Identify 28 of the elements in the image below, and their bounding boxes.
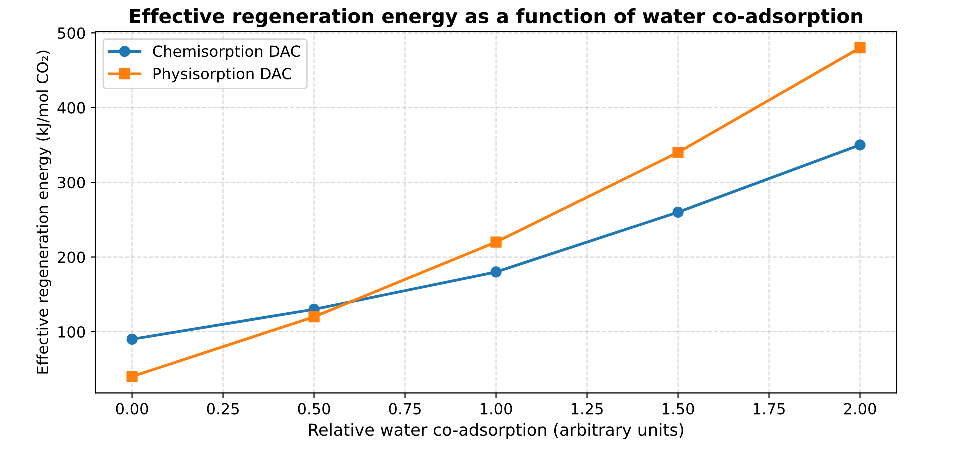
point — [854, 140, 866, 151]
point — [126, 334, 138, 346]
y-axis-title: Effective regeneration energy (kJ/mol CO₂) — [36, 50, 52, 374]
point — [672, 206, 684, 218]
x-tick-label: 1.25 — [572, 403, 603, 415]
legend-label: Physisorption DAC — [154, 68, 292, 83]
x-tick-label: 0.25 — [207, 403, 239, 415]
point — [854, 42, 866, 54]
y-tick-label: 200 — [58, 252, 86, 264]
x-tick-label: 1.50 — [662, 403, 694, 415]
x-tick-label: 0.50 — [298, 403, 330, 415]
x-tick-label: 1.75 — [754, 403, 785, 415]
x-axis-title: Relative water co-adsorption (arbitrary units) — [309, 423, 684, 440]
point — [308, 311, 320, 323]
point — [126, 371, 138, 382]
legend-label: Chemisorption DAC — [153, 45, 300, 60]
point — [490, 236, 502, 248]
y-tick-label: 400 — [58, 102, 86, 114]
chart-title: Effective regeneration energy as a function of water co-adsorption — [130, 8, 862, 28]
x-tick-label: 0.75 — [389, 403, 421, 415]
x-tick-label: 0.00 — [116, 403, 148, 415]
point — [672, 147, 684, 158]
y-tick-label: 500 — [58, 28, 86, 40]
x-tick-label: 1.00 — [480, 403, 512, 415]
point — [490, 266, 502, 278]
y-tick-label: 100 — [58, 326, 86, 338]
y-tick-label: 300 — [58, 177, 86, 189]
x-tick-label: 2.00 — [844, 403, 876, 415]
